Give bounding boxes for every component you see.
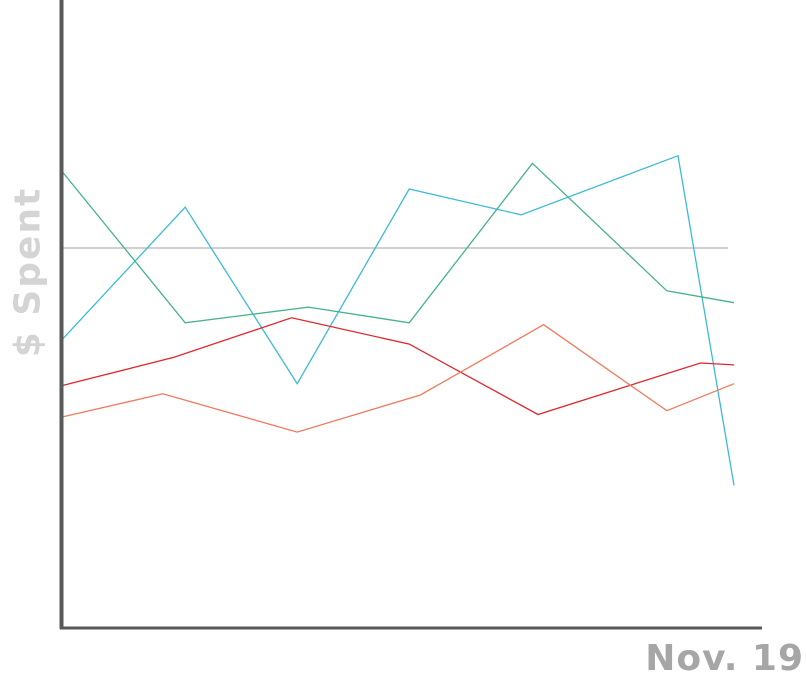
series-layer [61, 154, 735, 486]
series-line-3 [61, 317, 735, 416]
axes-layer [59, 0, 762, 630]
series-line-1 [61, 154, 735, 486]
series-line-4 [61, 323, 735, 433]
y-axis-label: $ Spent [8, 187, 49, 358]
x-axis-label: Nov. 19 [645, 638, 804, 673]
series-line-2 [61, 162, 735, 324]
